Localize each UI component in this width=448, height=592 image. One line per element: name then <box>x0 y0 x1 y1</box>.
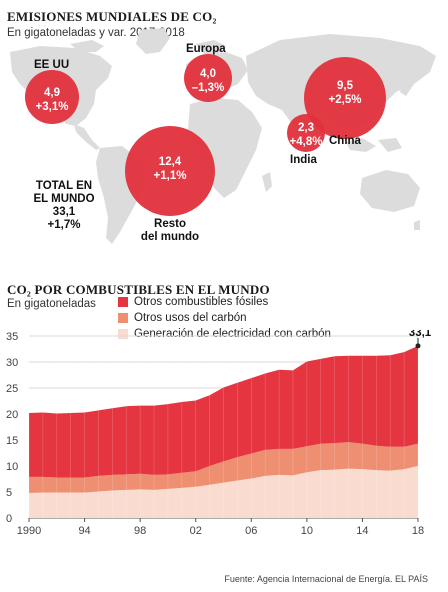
x-tick-label: 02 <box>190 525 202 537</box>
x-tick-label: 94 <box>78 525 90 537</box>
chart-legend: Otros combustibles fósiles Otros usos de… <box>118 294 331 342</box>
bubble-india <box>287 114 325 152</box>
legend-swatch <box>118 313 128 323</box>
india-label: India <box>290 154 317 166</box>
map-title: EMISIONES MUNDIALES DE CO₂ <box>7 9 217 24</box>
rest-label-line2: del mundo <box>141 231 199 243</box>
chart-title: CO₂ POR COMBUSTIBLES EN EL MUNDO <box>7 282 270 297</box>
x-tick-label: 98 <box>134 525 146 537</box>
total-label-line1: TOTAL EN <box>35 180 93 192</box>
world-total: TOTAL EN EL MUNDO 33,1 +1,7% <box>24 180 104 232</box>
china-value: 9,5 <box>337 80 354 92</box>
india-change: +4,8% <box>290 136 323 148</box>
stacked-area-chart: 0 5 10 15 20 25 30 35 1990 94 98 02 06 10 14 18 33,1 <box>6 330 432 537</box>
y-tick-label: 20 <box>6 409 18 421</box>
y-tick-label: 10 <box>6 461 18 473</box>
x-tick-label: 1990 <box>17 525 41 537</box>
world-map: 4,9 +3,1% 4,0 –1,3% 9,5 +2,5% 2,3 +4,8% … <box>10 28 436 244</box>
legend-label: Generación de electricidad con carbón <box>134 328 331 340</box>
rest-change: +1,1% <box>154 170 187 182</box>
emission-bubbles <box>25 54 386 216</box>
china-label: China <box>329 135 362 147</box>
total-change: +1,7% <box>47 219 81 231</box>
legend-swatch <box>118 297 128 307</box>
legend-item-other-coal: Otros usos del carbón <box>118 310 331 326</box>
china-change: +2,5% <box>329 94 362 106</box>
legend-item-coal-power: Generación de electricidad con carbón <box>118 326 331 342</box>
y-tick-label: 35 <box>6 331 18 343</box>
y-tick-label: 0 <box>6 513 12 525</box>
area-series <box>29 466 418 518</box>
legend-label: Otros combustibles fósiles <box>134 296 269 308</box>
x-tick-label: 06 <box>245 525 257 537</box>
end-value-label: 33,1 <box>409 330 432 339</box>
bubble-china <box>304 57 386 139</box>
legend-item-other-fossil: Otros combustibles fósiles <box>118 294 331 310</box>
x-tick-label: 10 <box>301 525 313 537</box>
usa-change: +3,1% <box>36 101 69 113</box>
legend-label: Otros usos del carbón <box>134 312 247 324</box>
y-tick-label: 5 <box>6 487 12 499</box>
source-note: Fuente: Agencia Internacional de Energía… <box>224 574 428 584</box>
y-tick-label: 25 <box>6 383 18 395</box>
usa-label: EE UU <box>34 59 69 71</box>
x-tick-label: 18 <box>412 525 424 537</box>
rest-label-line1: Resto <box>154 218 186 230</box>
bubble-usa <box>25 70 79 124</box>
bubble-rest-of-world <box>125 126 215 216</box>
total-value: 33,1 <box>52 206 76 218</box>
chart-subtitle: En gigatoneladas <box>7 298 96 310</box>
y-tick-label: 30 <box>6 357 18 369</box>
x-tick-label: 14 <box>356 525 368 537</box>
y-tick-label: 15 <box>6 435 18 447</box>
end-marker-dot <box>415 343 421 349</box>
area-series <box>29 345 418 478</box>
legend-swatch <box>118 329 128 339</box>
europe-value: 4,0 <box>200 68 216 80</box>
bubble-europe <box>184 54 232 102</box>
rest-value: 12,4 <box>159 156 182 168</box>
europe-label: Europa <box>186 43 226 55</box>
total-label-line2: EL MUNDO <box>33 193 95 205</box>
india-value: 2,3 <box>298 122 314 134</box>
area-series <box>29 442 418 494</box>
europe-change: –1,3% <box>192 82 225 94</box>
usa-value: 4,9 <box>44 87 60 99</box>
